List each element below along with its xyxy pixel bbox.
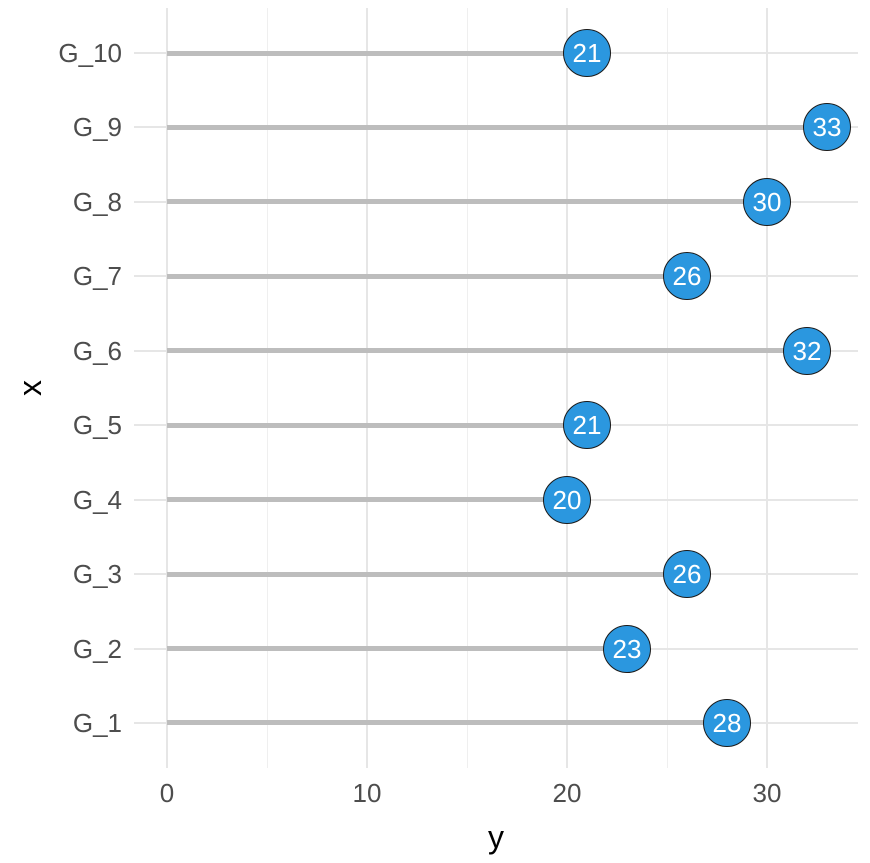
point-value-label: 26 bbox=[672, 261, 702, 292]
x-gridline-major bbox=[766, 8, 768, 768]
y-axis-title: x bbox=[12, 380, 48, 396]
point-value-label: 21 bbox=[572, 38, 602, 68]
lollipop-stem bbox=[167, 199, 767, 205]
x-gridline-major bbox=[566, 8, 568, 768]
lollipop-stem bbox=[167, 646, 627, 652]
lollipop-stem bbox=[167, 497, 567, 503]
point-value-label: 21 bbox=[572, 410, 602, 441]
y-axis-label: G_8 bbox=[72, 186, 122, 217]
y-axis-label: G_5 bbox=[72, 410, 122, 441]
lollipop-point: 20 bbox=[543, 475, 591, 524]
lollipop-point: 33 bbox=[803, 103, 851, 152]
lollipop-stem bbox=[167, 50, 587, 56]
point-value-label: 33 bbox=[812, 112, 842, 143]
x-axis-tick-label: 20 bbox=[552, 778, 582, 808]
lollipop-stem bbox=[167, 422, 587, 428]
lollipop-stem bbox=[167, 273, 687, 279]
lollipop-point: 21 bbox=[563, 401, 611, 450]
y-axis-label: G_6 bbox=[72, 335, 122, 366]
lollipop-point: 30 bbox=[743, 177, 791, 226]
point-value-label: 32 bbox=[792, 335, 822, 366]
y-axis-label: G_9 bbox=[72, 112, 122, 143]
x-gridline-minor bbox=[667, 8, 668, 768]
x-gridline-major bbox=[166, 8, 168, 768]
x-axis-tick-label: 0 bbox=[159, 778, 175, 808]
x-axis-tick-label: 10 bbox=[352, 778, 382, 808]
plot-panel bbox=[134, 8, 858, 768]
lollipop-stem bbox=[167, 720, 727, 726]
point-value-label: 26 bbox=[672, 559, 702, 590]
lollipop-stem bbox=[167, 124, 827, 130]
y-axis-label: G_1 bbox=[72, 707, 122, 738]
point-value-label: 23 bbox=[612, 633, 642, 664]
y-axis-label: G_7 bbox=[72, 261, 122, 292]
lollipop-point: 26 bbox=[663, 550, 711, 599]
lollipop-point: 21 bbox=[563, 29, 611, 77]
y-axis-label: G_10 bbox=[58, 38, 122, 68]
lollipop-point: 23 bbox=[603, 624, 651, 673]
point-value-label: 20 bbox=[552, 484, 582, 515]
y-axis-label: G_3 bbox=[72, 559, 122, 590]
lollipop-point: 26 bbox=[663, 252, 711, 301]
lollipop-point: 28 bbox=[703, 698, 751, 747]
lollipop-stem bbox=[167, 571, 687, 577]
point-value-label: 30 bbox=[752, 186, 782, 217]
lollipop-stem bbox=[167, 348, 807, 354]
x-axis-title: y bbox=[488, 819, 504, 855]
y-axis-label: G_4 bbox=[72, 484, 122, 515]
x-gridline-minor bbox=[467, 8, 468, 768]
x-gridline-major bbox=[366, 8, 368, 768]
y-axis-label: G_2 bbox=[72, 633, 122, 664]
x-axis-tick-label: 30 bbox=[752, 778, 782, 808]
point-value-label: 28 bbox=[712, 707, 742, 738]
lollipop-point: 32 bbox=[783, 326, 831, 375]
x-gridline-minor bbox=[267, 8, 268, 768]
